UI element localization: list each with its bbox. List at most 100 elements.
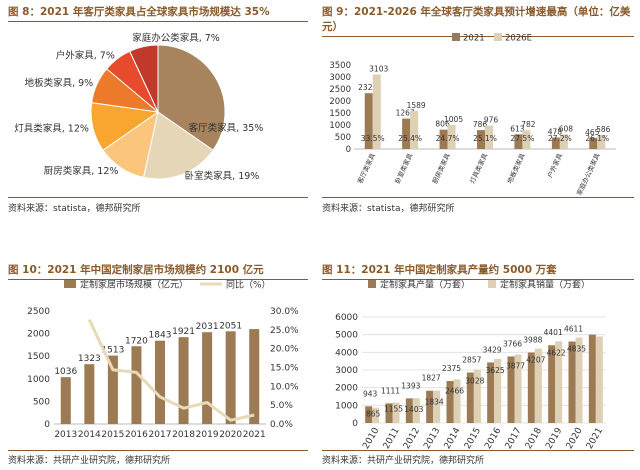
x-tick-label: 2019 — [196, 430, 219, 440]
chart-title: 图 8：2021 年客厅类家具占全球家具市场规模达 35% — [8, 5, 308, 22]
y-tick-label: 2500 — [27, 307, 50, 317]
bar-value-label: 1513 — [101, 346, 124, 356]
x-tick-label: 2018 — [524, 426, 544, 451]
x-tick-label: 灯具类家具 — [467, 151, 489, 185]
legend-label: 定制家具产量（万套） — [380, 279, 470, 291]
legend-label: 同比（%） — [226, 279, 271, 291]
bar — [548, 345, 556, 423]
bar-value-label: 1323 — [78, 354, 101, 364]
pie-slice-label: 客厅类家具, 35% — [189, 122, 264, 134]
bar — [131, 346, 142, 424]
growth-label: 24.7% — [436, 134, 460, 143]
bar-value-label: 2325 — [358, 83, 377, 92]
chart-title: 图 11：2021 年中国定制家具产量约 5000 万套 — [322, 263, 634, 280]
x-tick-label: 2020 — [565, 426, 585, 451]
pie-chart: 客厅类家具, 35% 卧室类家具, 19% 厨房类家具, 12% 灯具类家具, 12%… — [14, 32, 264, 182]
bar-value-label: 806 — [435, 120, 450, 129]
x-tick-label: 2013 — [422, 426, 442, 451]
bar — [507, 356, 515, 423]
bar — [385, 403, 393, 423]
y-tick-label: 6000 — [335, 313, 358, 323]
bar-value-label: 1393 — [401, 381, 420, 390]
bar-value-label: 1005 — [444, 115, 463, 124]
chart-title: 图 9：2021-2026 年全球客厅类家具预计增速最高（单位：亿美元） — [322, 5, 634, 37]
y-tick-label: 3500 — [329, 61, 351, 71]
growth-label: 25.4% — [398, 134, 422, 143]
x-tick-label: 2011 — [382, 426, 402, 451]
y-tick-label: 500 — [33, 397, 50, 407]
bar — [447, 124, 456, 149]
pie-slice — [129, 44, 159, 113]
x-tick-label: 户外家具 — [545, 151, 564, 179]
bar — [559, 134, 568, 149]
x-tick-label: 地板类家具 — [505, 151, 527, 185]
bar — [534, 348, 542, 423]
x-tick-label: 2014 — [443, 426, 463, 451]
y-tick-label: 2000 — [329, 97, 351, 107]
bar-value-label: 478 — [548, 128, 563, 137]
bar-value-label: 1827 — [422, 374, 441, 383]
chart-panel-market-size: 图 10：2021 年中国定制家居市场规模约 2100 亿元 0 500 1000 1… — [8, 263, 308, 468]
bar-value-label: 1111 — [381, 386, 400, 395]
bar-value-label: 4611 — [564, 325, 583, 334]
y-tick-label: 1500 — [27, 352, 50, 362]
bar — [597, 134, 606, 149]
bar-value-label: 613 — [510, 124, 525, 133]
chart-source: 资料来源：共研产业研究院，德邦研究所 — [8, 456, 171, 466]
x-tick-label: 2012 — [402, 426, 422, 451]
y2-tick-label: 0.0% — [270, 420, 293, 430]
legend-label: 定制家具销量（万套） — [500, 279, 590, 291]
line-series — [87, 319, 255, 422]
bar-value-label: 3988 — [523, 336, 542, 345]
bar — [466, 372, 474, 423]
bar-value-label: 3877 — [506, 362, 525, 371]
bar — [402, 118, 411, 149]
pie-slice-label: 灯具类家具, 12% — [14, 122, 89, 134]
bar-value-label: 3625 — [486, 366, 505, 375]
bar-value-label: 782 — [521, 120, 536, 129]
bar — [60, 377, 71, 424]
y-tick-label: 2000 — [335, 384, 358, 394]
x-tick-label: 2013 — [54, 430, 77, 440]
chart-source: 资料来源：共研产业研究院，德邦研究所 — [322, 456, 485, 466]
bar-value-label: 865 — [366, 410, 381, 419]
pie-slice-label: 家庭办公类家具, 7% — [132, 32, 220, 44]
y-tick-label: 1000 — [329, 121, 351, 131]
x-tick-label: 卧室类家具 — [393, 151, 415, 185]
x-tick-label: 客厅类家具 — [355, 151, 377, 185]
bar — [555, 341, 563, 423]
legend-label: 2026E — [505, 34, 532, 44]
pie-slice — [142, 111, 214, 180]
bar — [392, 402, 400, 423]
bar — [494, 358, 502, 423]
bar — [514, 354, 522, 423]
bar-value-label: 2031 — [196, 322, 219, 332]
bar-value-label: 1155 — [384, 405, 403, 414]
bar-value-label: 1843 — [149, 331, 172, 341]
x-tick-label: 2017 — [504, 426, 524, 451]
growth-label: 33.5% — [361, 134, 385, 143]
bar — [84, 364, 95, 424]
bar — [225, 331, 236, 424]
x-tick-label: 2015 — [101, 430, 124, 440]
x-tick-label: 2016 — [125, 430, 148, 440]
bar-value-label: 586 — [596, 125, 611, 134]
y-tick-label: 1500 — [329, 109, 351, 119]
legend-swatch — [452, 33, 460, 41]
bar-value-label: 4622 — [547, 348, 566, 357]
bar-value-label: 3103 — [369, 65, 388, 74]
bar-value-label: 1036 — [54, 367, 77, 377]
bar-chart: 0100020003000400050006000943865201011111… — [335, 279, 606, 451]
x-tick-label: 2021 — [243, 430, 266, 440]
legend-swatch — [494, 33, 502, 41]
bar-line-chart: 0 500 1000 1500 2000 2500 0.0% 5.0% 10.0% 15.0% 20… — [27, 279, 299, 441]
bar — [410, 110, 419, 149]
legend-swatch — [64, 280, 76, 288]
bar — [477, 130, 485, 149]
chart-title: 图 10：2021 年中国定制家居市场规模约 2100 亿元 — [8, 263, 308, 280]
growth-label: 26.1% — [585, 134, 609, 143]
bar — [249, 329, 260, 424]
y2-tick-label: 30.0% — [270, 307, 299, 317]
bar-value-label: 3429 — [483, 345, 502, 354]
bar — [433, 390, 441, 423]
